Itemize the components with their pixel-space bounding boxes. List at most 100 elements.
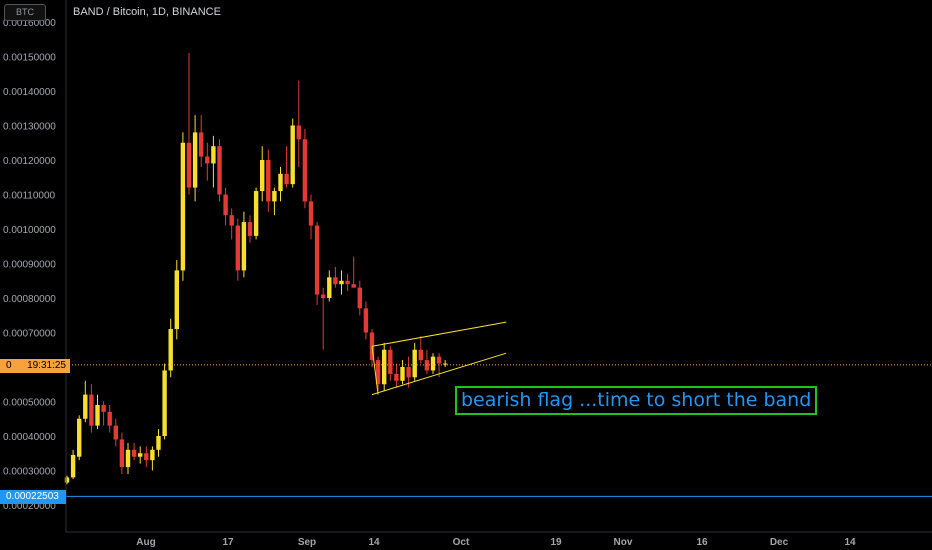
currency-badge[interactable]: BTC (4, 4, 46, 21)
price-axis: 0.00020000 0.00030000 0.00040000 0.00050000… (3, 0, 67, 532)
bear-candle-body (101, 404, 106, 412)
price-tick-label: 0.00160000 (3, 18, 56, 29)
bull-candle-body (278, 173, 283, 192)
bear-candle-body (363, 308, 369, 333)
price-tick-label: 0.00070000 (3, 329, 56, 340)
bear-candle-body (406, 367, 411, 378)
price-tick-label: 0.00020000 (3, 501, 56, 512)
bull-candle-body (339, 280, 344, 285)
bear-candle-body (418, 349, 423, 361)
bull-candle-body (382, 349, 387, 385)
candles-layer (64, 53, 448, 485)
bull-candle-body (156, 436, 161, 450)
bull-candle-body (253, 191, 259, 236)
bear-candle-body (388, 349, 393, 374)
bear-candle-body (345, 280, 350, 285)
bull-candle-body (443, 363, 448, 365)
bull-candle-body (192, 132, 198, 188)
bull-candle-body (95, 404, 100, 426)
flag-line-lower (371, 352, 507, 396)
bear-candle-body (186, 142, 192, 188)
time-tick-label: Aug (136, 537, 155, 548)
bear-candle-body (333, 277, 338, 285)
bear-candle-body (199, 132, 204, 157)
bear-candle-body (107, 411, 112, 426)
bear-candle-body (375, 360, 381, 385)
bear-candle-body (302, 139, 308, 202)
time-tick-label: 16 (696, 537, 708, 548)
time-tick-label: Sep (298, 537, 316, 548)
bear-candle-body (296, 125, 301, 140)
horizontal-line-price-tag: 0.00022503 (0, 490, 66, 504)
bear-candle-body (284, 173, 289, 185)
bull-candle-body (211, 146, 216, 164)
bull-candle-body (241, 222, 247, 271)
bear-candle-body (144, 453, 149, 461)
bear-candle-body (119, 439, 125, 468)
bull-candle-body (150, 449, 155, 461)
bear-candle-body (308, 201, 314, 226)
price-tick-label: 0.00140000 (3, 87, 56, 98)
current-price-label: 0 (6, 360, 12, 371)
price-tick-label: 0.00030000 (3, 467, 56, 478)
bull-candle-body (168, 329, 173, 371)
bull-candle-body (260, 160, 265, 192)
price-tick-label: 0.00080000 (3, 294, 56, 305)
bull-candle-body (400, 367, 405, 381)
countdown-tag: 0 19:31:25 (0, 359, 70, 373)
bear-candle-body (205, 156, 210, 164)
bull-candle-body (174, 270, 179, 330)
bear-candle-body (314, 225, 320, 295)
time-axis: Aug 17 Sep 14 Oct 19 Nov 16 Dec 14 (66, 531, 932, 548)
annotation-text-box[interactable]: bearish flag ...time to short the band (455, 386, 818, 415)
bull-candle-body (162, 370, 167, 436)
bull-candle-body (138, 453, 143, 457)
bear-candle-body (235, 225, 240, 271)
price-tick-label: 0.00130000 (3, 122, 56, 133)
bear-candle-body (113, 425, 118, 440)
time-tick-label: 14 (844, 537, 856, 548)
overlays-layer (66, 321, 932, 497)
bull-candle-body (70, 454, 76, 478)
bull-candle-body (64, 477, 70, 483)
time-tick-label: 19 (550, 537, 562, 548)
bull-candle-body (412, 349, 417, 378)
bear-candle-body (247, 222, 253, 236)
bear-candle-body (131, 449, 137, 457)
price-tick-label: 0.00050000 (3, 398, 56, 409)
bear-candle-body (394, 373, 399, 381)
bear-candle-body (89, 394, 94, 426)
bar-countdown: 19:31:25 (27, 360, 66, 371)
price-tick-label: 0.00090000 (3, 260, 56, 271)
time-tick-label: Oct (453, 537, 470, 548)
flag-line-pole (371, 346, 379, 395)
bull-candle-body (180, 142, 186, 271)
bear-candle-body (351, 284, 356, 288)
bull-candle-body (125, 449, 131, 468)
bull-candle-body (327, 277, 332, 298)
bear-candle-body (217, 146, 222, 195)
bear-candle-body (436, 356, 442, 364)
price-tick-label: 0.00110000 (3, 191, 56, 202)
price-tick-label: 0.00040000 (3, 432, 56, 443)
flag-line-upper (371, 321, 507, 347)
time-tick-label: Nov (614, 537, 633, 548)
price-tick-label: 0.00100000 (3, 225, 56, 236)
bull-candle-body (430, 356, 436, 371)
bull-candle-body (83, 394, 88, 419)
bear-candle-body (229, 215, 234, 226)
time-tick-label: 17 (222, 537, 234, 548)
bear-candle-body (223, 194, 228, 216)
price-tick-label: 0.00120000 (3, 156, 56, 167)
bear-candle-body (321, 294, 326, 298)
bull-candle-body (272, 191, 277, 202)
bull-candle-body (290, 125, 295, 185)
time-tick-label: Dec (770, 537, 789, 548)
price-tick-label: 0.00150000 (3, 53, 56, 64)
symbol-title: BAND / Bitcoin, 1D, BINANCE (73, 6, 221, 18)
bull-candle-body (77, 418, 82, 457)
bear-candle-body (266, 160, 271, 202)
time-tick-label: 14 (368, 537, 380, 548)
bear-candle-body (357, 287, 362, 309)
